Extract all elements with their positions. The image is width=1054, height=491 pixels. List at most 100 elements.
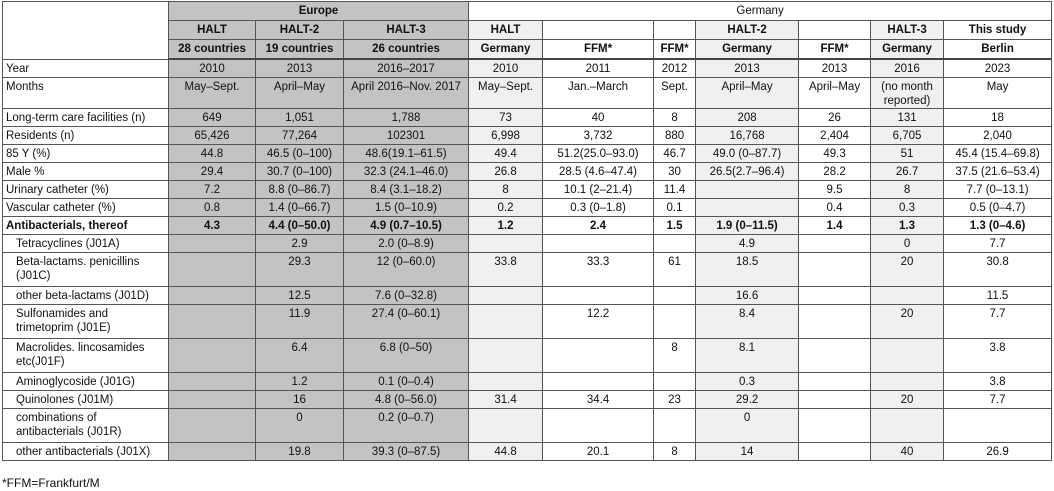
table-cell bbox=[798, 304, 872, 339]
table-cell bbox=[468, 286, 544, 305]
row-label: Year bbox=[2, 58, 169, 78]
header-study-cell: HALT-3 bbox=[870, 20, 945, 40]
table-cell bbox=[168, 372, 256, 391]
table-cell: 16 bbox=[255, 390, 344, 409]
table-cell: 30.7 (0–100) bbox=[255, 162, 344, 181]
table-cell: 73 bbox=[468, 108, 544, 127]
table-cell: 2010 bbox=[168, 58, 256, 78]
table-cell: 2.4 bbox=[542, 216, 655, 235]
table-cell bbox=[168, 408, 256, 443]
table-cell: 2.0 (0–8.9) bbox=[342, 234, 470, 253]
table-cell: 11.9 bbox=[255, 304, 344, 339]
halt-comparison-table: Europe Germany HALT HALT-2 HALT-3 HALT HALT-… bbox=[2, 1, 1053, 461]
table-cell bbox=[168, 304, 256, 339]
table-cell: 4.8 (0–56.0) bbox=[342, 390, 470, 409]
table-cell: 34.4 bbox=[542, 390, 655, 409]
table-cell: 51 bbox=[870, 144, 945, 163]
table-cell: 77,264 bbox=[255, 126, 344, 145]
header-region-cell: Germany bbox=[870, 39, 945, 60]
table-cell: 0 bbox=[870, 234, 945, 253]
table-cell: 26.5(2.7–96.4) bbox=[695, 162, 800, 181]
table-cell: 0.2 bbox=[468, 198, 544, 217]
row-label: other beta-lactams (J01D) bbox=[2, 286, 169, 305]
table-row: Aminoglycoside (J01G) 1.2 0.1 (0–0.4) 0.3 3.… bbox=[2, 372, 1053, 391]
table-cell: 1.2 bbox=[468, 216, 544, 235]
header-row-group: Europe Germany bbox=[2, 1, 1053, 60]
table-row: other antibacterials (J01X) 19.8 39.3 (0–8… bbox=[2, 442, 1053, 461]
table-cell bbox=[870, 286, 945, 305]
table-cell: 8.4 (3.1–18.2) bbox=[342, 180, 470, 199]
table-cell: 0 bbox=[695, 408, 800, 443]
table-cell: (no month reported) bbox=[870, 77, 945, 109]
table-row: Macrolides. lincosamides etc(J01F) 6.4 6.8… bbox=[2, 338, 1053, 373]
header-study-cell bbox=[653, 20, 697, 40]
table-cell: 18 bbox=[943, 108, 1053, 127]
table-cell bbox=[653, 408, 697, 443]
table-cell: 102301 bbox=[342, 126, 470, 145]
table-cell bbox=[468, 234, 544, 253]
table-cell bbox=[870, 338, 945, 373]
table-cell: 8 bbox=[653, 108, 697, 127]
table-cell: 20 bbox=[870, 252, 945, 287]
table-cell: 11.5 bbox=[943, 286, 1053, 305]
row-label: Sulfonamides and trimetoprim (J01E) bbox=[2, 304, 169, 339]
table-cell: 6,998 bbox=[468, 126, 544, 145]
table-cell bbox=[168, 286, 256, 305]
table-cell: 2013 bbox=[695, 58, 800, 78]
table-cell: 14 bbox=[695, 442, 800, 461]
row-label: Tetracyclines (J01A) bbox=[2, 234, 169, 253]
table-cell: 18.5 bbox=[695, 252, 800, 287]
header-study-cell: HALT-2 bbox=[695, 20, 800, 40]
table-cell: 1,788 bbox=[342, 108, 470, 127]
table-cell bbox=[695, 180, 800, 199]
table-cell: 8 bbox=[468, 180, 544, 199]
table-cell: 2,404 bbox=[798, 126, 872, 145]
table-cell bbox=[168, 338, 256, 373]
table-cell: 208 bbox=[695, 108, 800, 127]
table-cell bbox=[168, 442, 256, 461]
table-cell: 0.8 bbox=[168, 198, 256, 217]
table-cell bbox=[798, 408, 872, 443]
table-cell: 51.2(25.0–93.0) bbox=[542, 144, 655, 163]
table-cell: 131 bbox=[870, 108, 945, 127]
row-label: other antibacterials (J01X) bbox=[2, 442, 169, 461]
table-cell: 27.4 (0–60.1) bbox=[342, 304, 470, 339]
table-cell: 0.1 bbox=[653, 198, 697, 217]
table-cell: 49.0 (0–87.7) bbox=[695, 144, 800, 163]
table-cell bbox=[468, 372, 544, 391]
table-cell: 0.3 bbox=[870, 198, 945, 217]
table-row: Quinolones (J01M) 16 4.8 (0–56.0) 31.4 34.4 2… bbox=[2, 390, 1053, 409]
table-cell: 45.4 (15.4–69.8) bbox=[943, 144, 1053, 163]
header-region-cell: 26 countries bbox=[342, 39, 470, 60]
table-cell: 49.4 bbox=[468, 144, 544, 163]
header-region-cell: Germany bbox=[468, 39, 544, 60]
table-cell bbox=[943, 408, 1053, 443]
table-row: 85 Y (%) 44.8 46.5 (0–100) 48.6(19.1–61.5) 4… bbox=[2, 144, 1053, 163]
row-label: Residents (n) bbox=[2, 126, 169, 145]
table-cell: 29.2 bbox=[695, 390, 800, 409]
table-cell bbox=[542, 234, 655, 253]
table-cell bbox=[468, 408, 544, 443]
row-label: 85 Y (%) bbox=[2, 144, 169, 163]
table-cell: 6.8 (0–50) bbox=[342, 338, 470, 373]
table-cell: 28.2 bbox=[798, 162, 872, 181]
table-row: Antibacterials, thereof 4.3 4.4 (0–50.0) 4.… bbox=[2, 216, 1053, 235]
table-cell: 11.4 bbox=[653, 180, 697, 199]
table-cell bbox=[870, 372, 945, 391]
table-cell: 37.5 (21.6–53.4) bbox=[943, 162, 1053, 181]
table-cell bbox=[870, 408, 945, 443]
table-cell: 40 bbox=[542, 108, 655, 127]
table-cell: 0.4 bbox=[798, 198, 872, 217]
table-cell: 7.6 (0–32.8) bbox=[342, 286, 470, 305]
table-cell bbox=[542, 408, 655, 443]
header-region-cell: FFM* bbox=[542, 39, 655, 60]
table-cell: 7.7 bbox=[943, 234, 1053, 253]
table-row: combinations of antibacterials (J01R) 0 0.… bbox=[2, 408, 1053, 443]
table-cell: 4.4 (0–50.0) bbox=[255, 216, 344, 235]
table-cell: 6.4 bbox=[255, 338, 344, 373]
table-cell: 19.8 bbox=[255, 442, 344, 461]
row-label: Long-term care facilities (n) bbox=[2, 108, 169, 127]
table-cell bbox=[168, 390, 256, 409]
table-cell: 8 bbox=[870, 180, 945, 199]
table-cell: 3.8 bbox=[943, 372, 1053, 391]
